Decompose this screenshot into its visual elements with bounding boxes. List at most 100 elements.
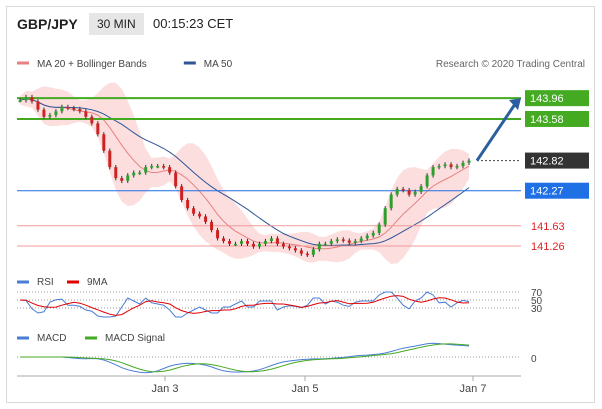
candle-body [353, 241, 357, 243]
candle-body [245, 241, 249, 244]
candle-body [413, 191, 417, 195]
candle-body [461, 162, 465, 167]
ma9-legend-label: 9MA [87, 277, 108, 288]
candle-body [30, 97, 34, 102]
candle-body [84, 111, 88, 117]
timestamp: 00:15:23 CET [153, 16, 234, 31]
candle-body [293, 248, 297, 251]
macd-level-label: 0 [531, 354, 537, 365]
candle-body [156, 166, 160, 168]
candle-body [419, 186, 423, 192]
candle-body [216, 230, 220, 239]
label-bg-2 [525, 152, 589, 169]
bollinger-band [20, 82, 469, 264]
candle-body [102, 134, 106, 151]
rsi-level-label: 50 [531, 296, 543, 307]
candle-body [162, 166, 166, 168]
candle-body [371, 232, 375, 236]
rsi-level-label: 70 [531, 288, 543, 299]
signal-legend-label: MACD Signal [105, 333, 165, 344]
label-bg-1 [525, 110, 589, 127]
candle-body [329, 241, 333, 244]
credit-text: Research © 2020 Trading Central [436, 59, 585, 70]
candle-body [323, 243, 327, 246]
candle-body [198, 213, 202, 217]
candle-body [365, 235, 369, 239]
candle-body [377, 224, 381, 233]
candle-body [305, 253, 309, 256]
chart-svg: MA 20 + Bollinger Bands MA 50 Research © 2… [17, 59, 589, 395]
pair-label: GBP/JPY [17, 16, 78, 32]
candle-body [138, 172, 142, 175]
projection-arrow [475, 103, 517, 162]
candle-body [275, 238, 279, 244]
candle-body [60, 106, 64, 112]
candle-body [66, 106, 70, 109]
level-label-3: 142.27 [530, 186, 564, 198]
candle-body [42, 109, 46, 117]
macd-legend-label: MACD [37, 333, 66, 344]
candle-body [431, 167, 435, 176]
label-bg-0 [525, 90, 589, 107]
candle-body [144, 167, 148, 173]
candle-body [311, 249, 315, 255]
candle-body [72, 108, 76, 110]
candle-body [186, 200, 190, 209]
candle-body [18, 100, 22, 102]
chart-frame: GBP/JPY 30 MIN 00:15:23 CET MA 20 + Boll… [6, 6, 595, 403]
candle-body [401, 189, 405, 191]
level-label-1: 143.58 [530, 114, 564, 126]
candle-body [317, 243, 321, 250]
candle-body [48, 115, 52, 117]
candle-body [78, 109, 82, 112]
candle-body [228, 241, 232, 244]
level-label-2: 142.82 [530, 156, 564, 168]
candle-body [174, 172, 178, 187]
candle-body [54, 111, 58, 116]
candle-body [395, 189, 399, 195]
candle-body [96, 123, 100, 135]
candle-body [24, 97, 28, 101]
rsi-legend-label: RSI [37, 277, 54, 288]
rsi-line [19, 291, 470, 318]
candle-body [281, 243, 285, 247]
candle-body [437, 166, 441, 168]
candle-body [341, 239, 345, 241]
rsi-level-label: 30 [531, 304, 543, 315]
x-tick-label: Jan 5 [292, 383, 319, 395]
candle-body [287, 246, 291, 249]
x-tick-label: Jan 7 [460, 383, 487, 395]
candle-body [425, 175, 429, 187]
candle-body [36, 101, 40, 110]
candle-body [347, 240, 351, 243]
candle-body [269, 238, 273, 242]
candle-body [467, 160, 471, 163]
candle-body [455, 166, 459, 168]
candle-body [251, 243, 255, 247]
candle-body [204, 216, 208, 222]
candle-body [389, 194, 393, 209]
candle-body [150, 166, 154, 168]
level-label-4: 141.63 [531, 221, 565, 233]
candle-body [180, 186, 184, 201]
candle-body [240, 241, 244, 244]
candle-body [407, 190, 411, 195]
candle-body [222, 238, 226, 242]
candle-body [299, 250, 303, 254]
timeframe-button[interactable]: 30 MIN [89, 13, 144, 35]
candle-body [449, 164, 453, 168]
candle-body [383, 208, 387, 225]
level-label-0: 143.96 [530, 93, 564, 105]
rsi-ma-line [19, 295, 470, 316]
candle-body [234, 243, 238, 246]
candle-body [168, 167, 172, 173]
level-label-5: 141.26 [531, 241, 565, 253]
label-bg-3 [525, 182, 589, 199]
candle-body [132, 172, 136, 176]
candle-body [192, 208, 196, 214]
candle-body [126, 175, 130, 181]
candle-body [114, 167, 118, 179]
legend-label-1: MA 50 [204, 59, 233, 70]
legend-label-0: MA 20 + Bollinger Bands [37, 59, 147, 70]
ma20-line [19, 98, 470, 250]
